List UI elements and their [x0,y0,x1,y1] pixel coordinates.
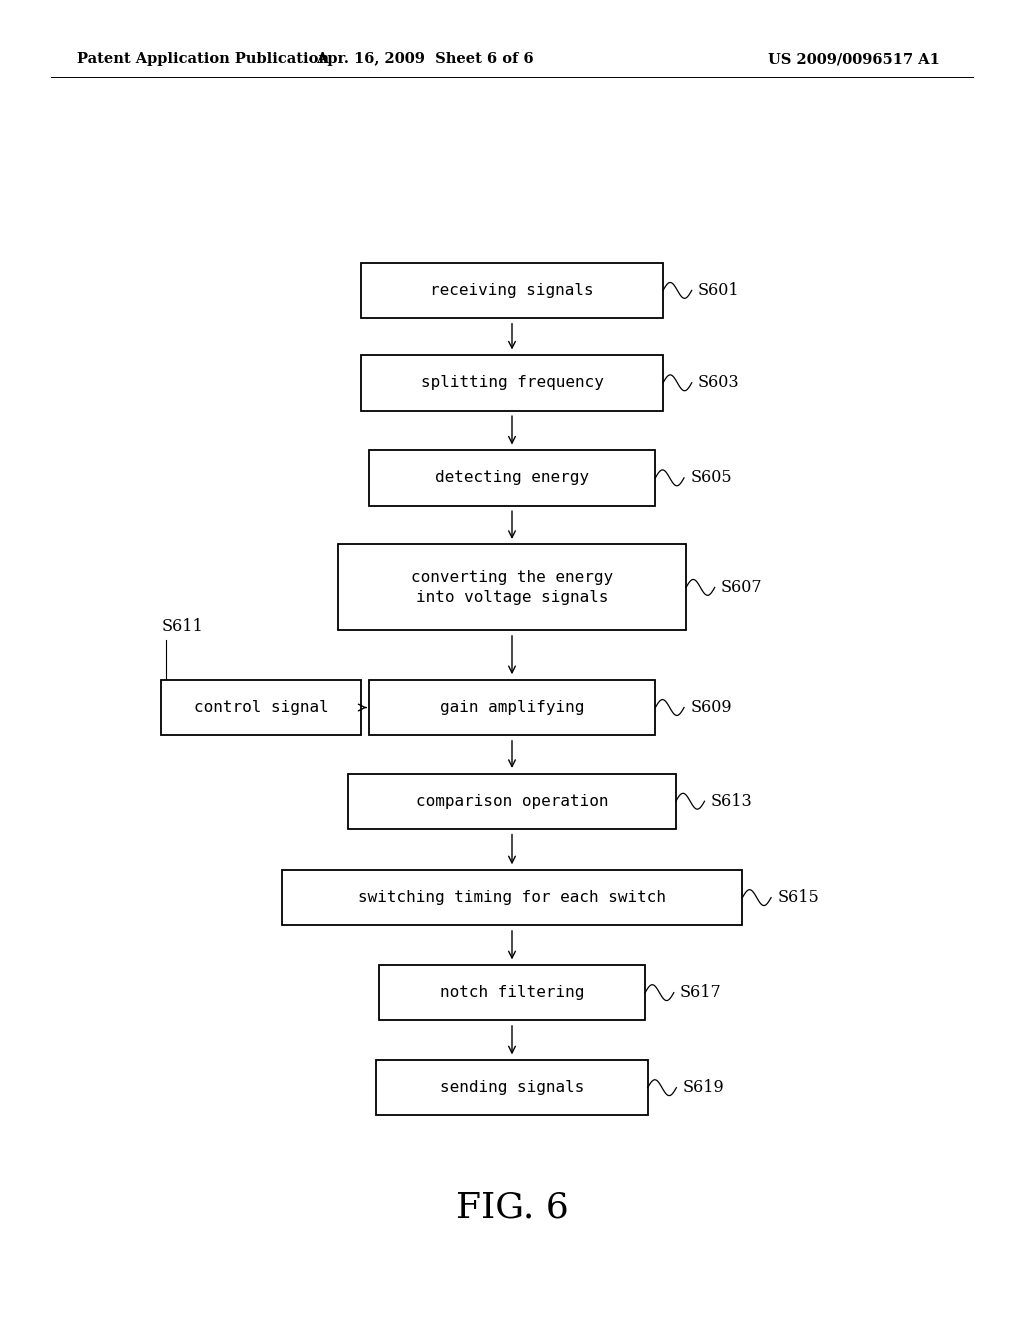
Text: S601: S601 [698,282,739,298]
Text: S613: S613 [711,793,753,809]
Bar [379,965,645,1020]
Bar [377,1060,648,1115]
Text: sending signals: sending signals [440,1080,584,1096]
Text: S603: S603 [698,375,739,391]
Text: S615: S615 [777,890,819,906]
Bar [162,680,361,735]
Bar [369,680,655,735]
Text: detecting energy: detecting energy [435,470,589,486]
Text: Patent Application Publication: Patent Application Publication [77,53,329,66]
Text: comparison operation: comparison operation [416,793,608,809]
Text: S607: S607 [721,579,763,595]
Text: S617: S617 [680,985,722,1001]
Bar [361,355,664,411]
Bar [361,263,664,318]
Text: S609: S609 [690,700,732,715]
Text: receiving signals: receiving signals [430,282,594,298]
Text: splitting frequency: splitting frequency [421,375,603,391]
Text: S605: S605 [690,470,732,486]
Bar [348,774,676,829]
Text: notch filtering: notch filtering [440,985,584,1001]
Text: Apr. 16, 2009  Sheet 6 of 6: Apr. 16, 2009 Sheet 6 of 6 [316,53,534,66]
Text: FIG. 6: FIG. 6 [456,1191,568,1225]
Text: S619: S619 [683,1080,724,1096]
Text: converting the energy
into voltage signals: converting the energy into voltage signa… [411,570,613,605]
Text: S611: S611 [162,618,203,635]
Text: control signal: control signal [194,700,329,715]
Bar [282,870,742,925]
Text: gain amplifying: gain amplifying [440,700,584,715]
Bar [338,544,686,630]
Text: US 2009/0096517 A1: US 2009/0096517 A1 [768,53,940,66]
Text: switching timing for each switch: switching timing for each switch [358,890,666,906]
Bar [369,450,655,506]
